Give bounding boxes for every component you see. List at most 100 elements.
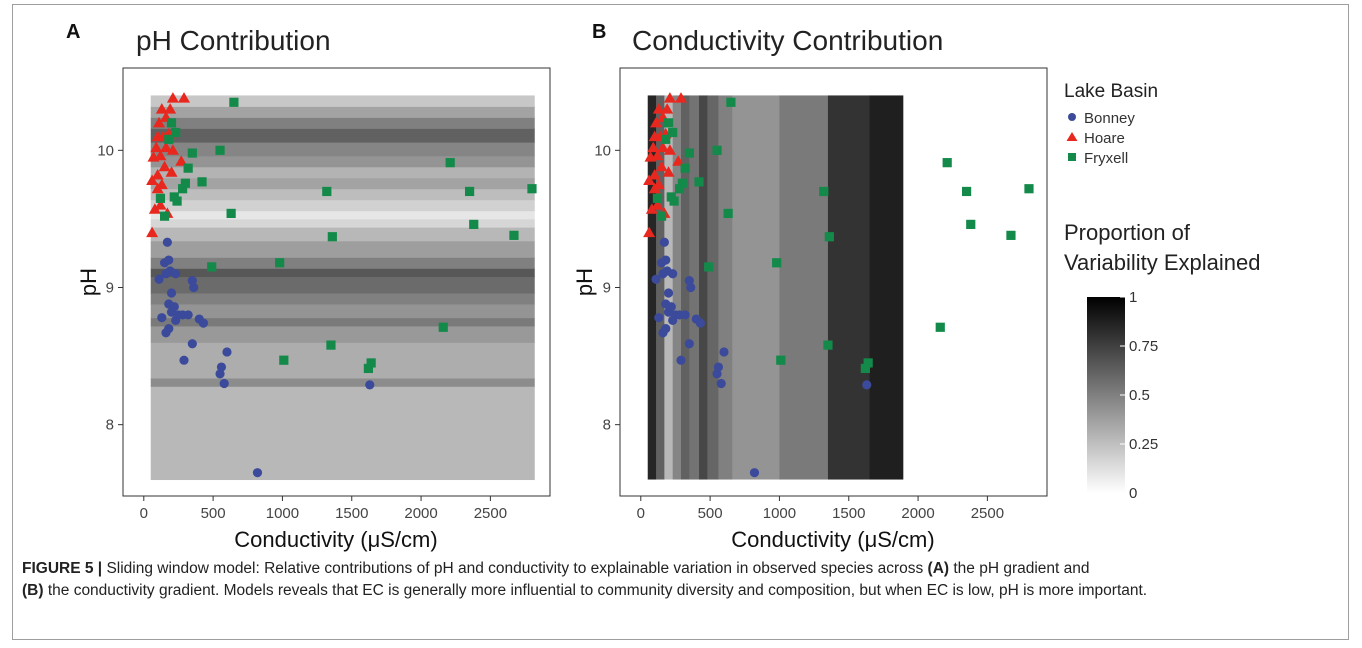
- hoare-point-a-8: [158, 160, 171, 172]
- bonney-point-b-6: [676, 355, 686, 365]
- legend: Lake Basin Bonney Hoare Fryxell Proportion…: [1064, 81, 1260, 502]
- fryxell-point-a-19: [469, 219, 479, 229]
- hoare-point-a-0: [146, 226, 159, 238]
- x-axis-label-a: Conductivity (μS/cm): [234, 527, 437, 552]
- fryxell-point-b-10: [675, 184, 685, 194]
- gradient-title-line1: Proportion of: [1064, 220, 1191, 245]
- gradient-tick-label-4: 1: [1129, 289, 1137, 306]
- fryxell-point-b-16: [669, 196, 679, 206]
- x-tick-label-2500: 2500: [971, 505, 1004, 522]
- fryxell-point-a-14: [155, 193, 166, 203]
- hoare-point-a-24: [175, 155, 188, 166]
- hoare-point-b-24: [672, 155, 685, 166]
- gradient-ticks: 0 0.25 0.5 0.75 1: [1120, 289, 1158, 502]
- caption-label: FIGURE 5 |: [22, 560, 103, 577]
- panel-label-a: A: [66, 21, 80, 43]
- bonney-point-a-7: [187, 339, 197, 349]
- fryxell-point-a-17: [159, 211, 170, 221]
- y-axis-label-b: pH: [572, 268, 597, 296]
- fryxell-point-b-24: [935, 322, 945, 332]
- hoare-point-b-20: [661, 103, 674, 114]
- fryxell-point-b-7: [942, 158, 952, 168]
- band-b-6: [699, 95, 708, 480]
- gradient-tick-label-3: 0.75: [1129, 338, 1158, 355]
- fryxell-point-a-27: [366, 358, 376, 368]
- fryxell-point-a-4: [215, 145, 225, 155]
- hoare-point-a-20: [164, 103, 177, 114]
- hoare-point-b-5: [643, 174, 656, 185]
- panel-b: B Conductivity Contribution 0 500 1000 1500…: [572, 21, 1048, 552]
- bonney-point-b-14: [680, 310, 690, 320]
- caption-text-1: Sliding window model: Relative contribut…: [102, 560, 928, 577]
- hoare-point-b-11: [651, 149, 664, 161]
- fryxell-point-a-11: [322, 186, 332, 197]
- gradient-tick-label-2: 0.5: [1129, 387, 1150, 404]
- bonney-point-a-29: [162, 237, 172, 247]
- band-a-5: [150, 303, 535, 319]
- hoare-point-b-12: [647, 141, 660, 153]
- band-b-4: [681, 95, 690, 480]
- y-tick-label-9: 9: [603, 279, 611, 296]
- fryxell-point-a-20: [327, 232, 337, 242]
- bonney-point-b-26: [668, 269, 678, 279]
- figure-caption: FIGURE 5 | Sliding window model: Relativ…: [22, 558, 1342, 602]
- panel-title-a: pH Contribution: [136, 25, 331, 56]
- fryxell-point-b-8: [694, 177, 704, 187]
- fryxell-point-a-25: [326, 340, 336, 350]
- legend-key-hoare: [1066, 132, 1078, 141]
- fryxell-point-b-3: [661, 134, 671, 144]
- hoare-point-b-6: [652, 178, 665, 190]
- x-tick-label-0: 0: [140, 505, 148, 522]
- fryxell-point-a-16: [172, 196, 182, 206]
- axes-a: 0 500 1000 1500 2000 2500 8 9 10: [97, 142, 507, 522]
- legend-key-fryxell: [1068, 153, 1076, 161]
- gradient-title-line2: Variability Explained: [1064, 250, 1260, 275]
- x-tick-label-1000: 1000: [266, 505, 299, 522]
- band-a-7: [150, 276, 535, 294]
- caption-text-2: the pH gradient and: [949, 560, 1090, 577]
- bonney-point-b-4: [713, 362, 724, 372]
- hoare-point-b-23: [675, 92, 687, 103]
- fryxell-point-b-20: [824, 232, 834, 242]
- hoare-point-a-2: [154, 199, 167, 210]
- hoare-point-a-6: [155, 178, 168, 190]
- fryxell-point-a-10: [178, 184, 188, 194]
- band-b-10: [779, 95, 829, 480]
- band-a-4: [150, 317, 535, 327]
- fryxell-point-b-6: [680, 163, 690, 173]
- x-tick-label-500: 500: [201, 505, 226, 522]
- y-tick-label-10: 10: [97, 142, 114, 159]
- bonney-point-a-0: [252, 468, 263, 478]
- fryxell-point-a-5: [187, 148, 197, 158]
- bonney-point-a-2: [219, 378, 229, 389]
- fryxell-point-a-7: [445, 158, 455, 168]
- hoare-point-b-13: [656, 141, 669, 153]
- hoare-point-a-14: [166, 144, 179, 155]
- hoare-point-a-13: [159, 141, 172, 153]
- y-axis-label-a: pH: [76, 268, 101, 296]
- bonney-point-b-3: [712, 369, 722, 379]
- bonney-point-b-5: [719, 347, 729, 357]
- hoare-point-a-18: [153, 116, 166, 128]
- bonney-point-a-5: [222, 347, 232, 357]
- bonney-point-a-11: [157, 313, 167, 323]
- fryxell-point-b-14: [652, 193, 663, 203]
- fryxell-point-b-2: [668, 127, 678, 138]
- panel-label-b: B: [592, 21, 606, 43]
- hoare-point-a-11: [154, 149, 167, 161]
- caption-bold-b: (B): [22, 582, 44, 599]
- bonney-point-a-20: [166, 288, 177, 298]
- fryxell-point-b-23: [704, 262, 714, 272]
- bonney-point-a-9: [164, 324, 174, 334]
- hoare-point-a-12: [150, 141, 163, 153]
- fryxell-point-a-2: [171, 127, 181, 138]
- bonney-point-a-6: [179, 355, 189, 365]
- fryxell-point-b-1: [663, 118, 674, 128]
- fryxell-point-a-22: [275, 258, 285, 268]
- bonney-point-b-23: [651, 274, 661, 284]
- fryxell-point-b-26: [776, 355, 786, 365]
- bonney-point-b-28: [661, 255, 671, 265]
- bonney-point-a-14: [183, 310, 193, 320]
- fryxell-point-b-4: [712, 145, 722, 155]
- bonney-point-b-17: [695, 318, 706, 328]
